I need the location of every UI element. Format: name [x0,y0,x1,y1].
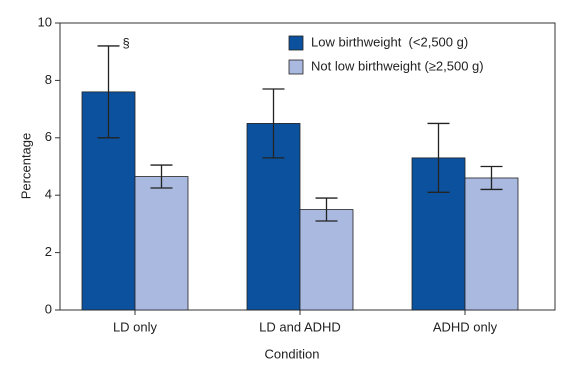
legend-swatch [288,35,304,51]
error-bar [315,197,338,222]
y-tick-label: 2 [45,244,52,259]
y-tick-label: 4 [45,187,52,202]
x-tick-label: ADHD only [433,319,498,334]
legend-label: Low birthweight (<2,500 g) [311,34,468,49]
x-tick-label: LD only [113,319,158,334]
x-axis-label: Condition [265,346,320,361]
legend-swatch [288,59,304,75]
legend-label: Not low birthweight (≥2,500 g) [311,58,484,73]
y-axis-label: Percentage [18,133,33,200]
annotation: § [123,35,130,50]
bar [134,176,189,311]
y-tick-label: 10 [38,14,52,29]
error-bar [150,164,173,189]
error-bar [480,165,503,191]
bar [464,177,519,311]
error-bar [427,122,450,193]
y-tick-label: 6 [45,129,52,144]
y-tick-label: 8 [45,72,52,87]
error-bar [97,45,120,139]
bar [299,209,354,311]
y-tick-label: 0 [45,301,52,316]
x-tick-label: LD and ADHD [259,319,341,334]
error-bar [262,88,285,159]
